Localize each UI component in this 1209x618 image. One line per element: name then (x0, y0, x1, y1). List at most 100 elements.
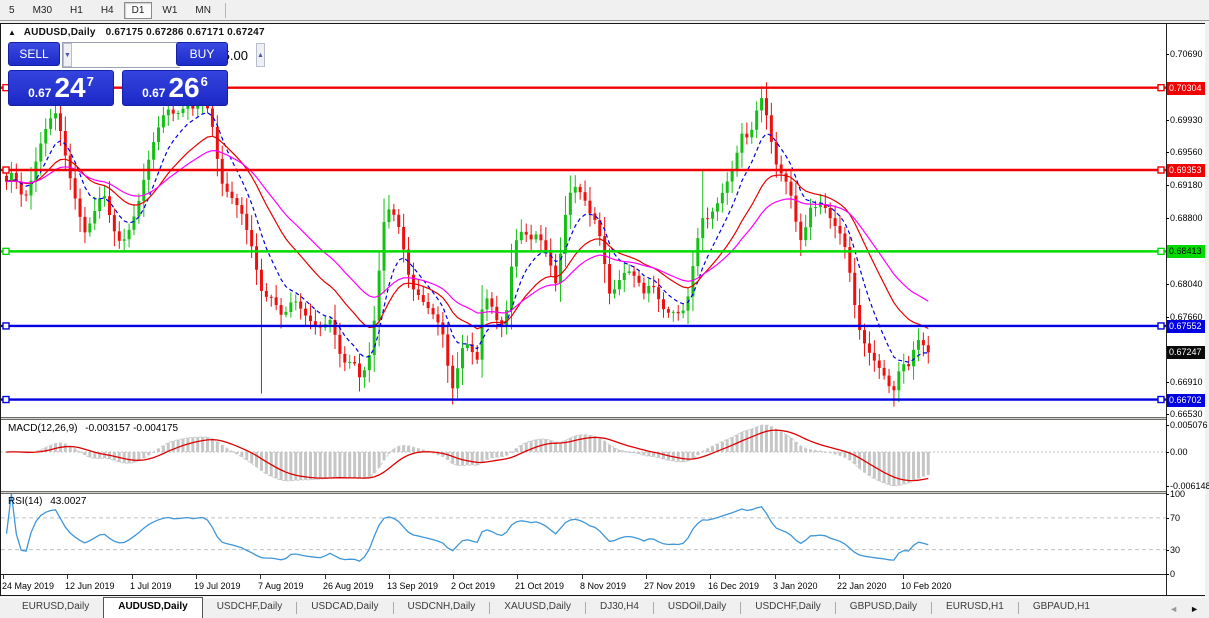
tab-separator (740, 602, 742, 614)
price-tick-label: 0.68040 (1170, 279, 1203, 289)
sell-button[interactable]: SELL (8, 42, 60, 66)
macd-signal-line (6, 429, 929, 482)
date-tick-mark (132, 575, 133, 579)
macd-axis-label: 0.005076 (1170, 420, 1208, 430)
timeframe-button-h4[interactable]: H4 (100, 4, 114, 16)
level-price-badge: 0.67552 (1167, 320, 1205, 333)
date-tick-mark (325, 575, 326, 579)
date-tick-label: 27 Nov 2019 (644, 581, 696, 591)
buy-price-box[interactable]: 0.67 26 6 (122, 70, 228, 106)
date-tick-mark (839, 575, 840, 579)
level-price-badge: 0.70304 (1167, 82, 1205, 95)
date-tick-label: 16 Dec 2019 (708, 581, 760, 591)
price-tick-label: 0.68800 (1170, 213, 1203, 223)
tab-scroll-controls: ◄ ► (1169, 604, 1209, 618)
tab-separator (392, 602, 394, 614)
tab-scroll-left-icon[interactable]: ◄ (1169, 604, 1179, 614)
level-line-handle[interactable] (1157, 83, 1165, 92)
timeframe-button-d1[interactable]: D1 (123, 1, 153, 19)
date-tick-mark (710, 575, 711, 579)
sell-price-box[interactable]: 0.67 24 7 (8, 70, 114, 106)
date-axis[interactable]: 24 May 2019 12 Jun 2019 1 Jul 2019 19 Jul 2… (1, 574, 1166, 595)
buy-price-prefix: 0.67 (142, 86, 166, 100)
rsi-pane[interactable] (1, 494, 1166, 573)
tab-eurusd-h1[interactable]: EURUSD,H1 (946, 601, 1004, 612)
tab-usdcnh-daily[interactable]: USDCNH,Daily (407, 601, 476, 612)
rsi-tick-mark (1166, 494, 1169, 495)
date-tick-label: 7 Aug 2019 (258, 581, 304, 591)
macd-axis-label: -0.006148 (1170, 481, 1209, 491)
price-tick-label: 0.69930 (1170, 115, 1203, 125)
buy-button[interactable]: BUY (176, 42, 228, 66)
buy-price-big: 26 (168, 72, 200, 103)
timeframe-button-h1[interactable]: H1 (70, 4, 83, 16)
rsi-tick-mark (1166, 574, 1169, 575)
level-line-handle[interactable] (2, 395, 10, 404)
date-tick-mark (517, 575, 518, 579)
volume-decrease-button[interactable]: ▼ (63, 43, 72, 67)
timeframe-button-5[interactable]: 5 (9, 4, 15, 16)
timeframe-button-mn[interactable]: MN (195, 4, 211, 16)
tab-audusd-daily[interactable]: AUDUSD,Daily (103, 597, 203, 618)
rsi-axis-label: 0 (1170, 569, 1176, 579)
price-tick-label: 0.66910 (1170, 377, 1203, 387)
rsi-axis-label: 70 (1170, 513, 1181, 523)
level-line-handle[interactable] (1157, 395, 1165, 404)
tab-gbpaud-h1[interactable]: GBPAUD,H1 (1032, 601, 1090, 612)
rsi-axis-label: 30 (1170, 545, 1181, 555)
price-axis[interactable]: 0.70690 0.69930 0.69560 0.69180 0.68800 0.680… (1166, 24, 1209, 595)
timeframe-button-m30[interactable]: M30 (32, 4, 53, 16)
volume-input[interactable] (71, 43, 256, 67)
level-line-handle[interactable] (2, 322, 10, 330)
rsi-axis-label: 100 (1170, 489, 1186, 499)
tab-usdcad-daily[interactable]: USDCAD,Daily (311, 601, 379, 612)
macd-pane[interactable] (1, 420, 1166, 491)
pane-splitter[interactable] (1, 491, 1166, 494)
current-price-badge: 0.67247 (1167, 346, 1205, 359)
date-tick-mark (903, 575, 904, 579)
rsi-tick-mark (1166, 518, 1169, 519)
tab-gbpusd-daily[interactable]: GBPUSD,Daily (849, 601, 918, 612)
ma-slow-line (6, 149, 929, 314)
level-line-handle[interactable] (2, 247, 10, 256)
chart-symbol-label: AUDUSD,Daily (23, 27, 96, 38)
price-tick-label: 0.66530 (1170, 409, 1203, 419)
date-tick-label: 1 Jul 2019 (130, 581, 172, 591)
tab-usdchf-daily[interactable]: USDCHF,Daily (755, 601, 821, 612)
timeframe-button-w1[interactable]: W1 (162, 4, 178, 16)
level-line-handle[interactable] (1157, 247, 1165, 256)
price-tick-mark (1166, 54, 1169, 55)
macd-axis-label: 0.00 (1170, 447, 1188, 457)
level-line-handle[interactable] (2, 166, 10, 174)
price-tick-mark (1166, 317, 1169, 318)
price-tick-label: 0.69560 (1170, 147, 1203, 157)
price-tick-mark (1166, 414, 1169, 415)
tab-dj30-h4[interactable]: DJ30,H4 (599, 601, 639, 612)
tab-usdchf-daily[interactable]: USDCHF,Daily (216, 601, 283, 612)
level-line-handle[interactable] (1157, 166, 1165, 174)
date-tick-mark (582, 575, 583, 579)
collapse-panel-icon[interactable]: ▲ (8, 28, 17, 37)
tab-scroll-right-icon[interactable]: ► (1190, 604, 1199, 614)
tab-eurusd-daily[interactable]: EURUSD,Daily (22, 601, 90, 612)
price-tick-mark (1166, 185, 1169, 186)
date-tick-label: 26 Aug 2019 (323, 581, 374, 591)
date-tick-label: 12 Jun 2019 (65, 581, 115, 591)
chart-ohlc-values: 0.67175 0.67286 0.67171 0.67247 (105, 27, 265, 38)
price-tick-mark (1166, 284, 1169, 285)
tab-separator (834, 602, 836, 614)
level-price-badge: 0.66702 (1167, 394, 1205, 407)
tab-separator (489, 602, 491, 614)
tab-usdoil-daily[interactable]: USDOil,Daily (667, 601, 727, 612)
price-tick-mark (1166, 120, 1169, 121)
level-line-handle[interactable] (1157, 322, 1165, 330)
price-tick-mark (1166, 152, 1169, 153)
volume-increase-button[interactable]: ▲ (255, 43, 265, 67)
pane-splitter[interactable] (1, 417, 1166, 420)
volume-field-wrap: ▼ ▲ (62, 42, 265, 68)
tab-xauusd-daily[interactable]: XAUUSD,Daily (504, 601, 571, 612)
date-tick-mark (389, 575, 390, 579)
price-tick-mark (1166, 218, 1169, 219)
sell-price-big: 24 (54, 72, 86, 103)
date-tick-mark (453, 575, 454, 579)
